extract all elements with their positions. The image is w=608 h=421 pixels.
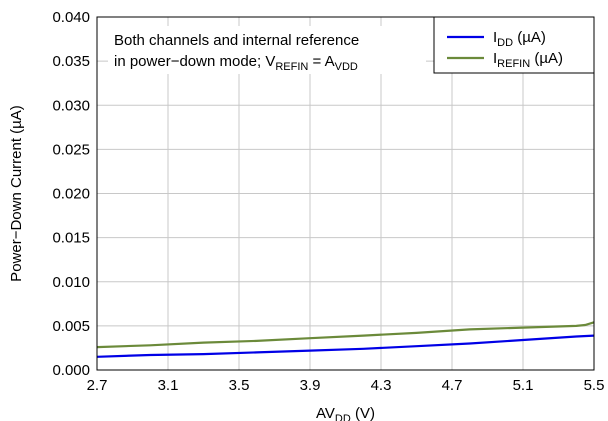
y-tick-label: 0.005 bbox=[52, 318, 90, 335]
y-tick-label: 0.030 bbox=[52, 97, 90, 114]
legend: IDD (µA)IREFIN (µA) bbox=[433, 16, 595, 74]
series-line-idd bbox=[96, 334, 595, 358]
x-tick-label: 3.1 bbox=[158, 377, 179, 394]
x-tick-label: 5.1 bbox=[513, 377, 534, 394]
series-layer bbox=[96, 321, 595, 358]
x-axis-title-sub: DD bbox=[335, 413, 351, 421]
x-axis-title-main: AV bbox=[316, 405, 335, 421]
series-line-irefin bbox=[96, 321, 595, 349]
y-tick-label: 0.000 bbox=[52, 362, 90, 379]
y-tick-label: 0.040 bbox=[52, 9, 90, 26]
y-axis-title: Power−Down Current (µA) bbox=[8, 105, 25, 282]
y-tick-label: 0.035 bbox=[52, 53, 90, 70]
y-tick-label: 0.025 bbox=[52, 141, 90, 158]
annotation-line-2-prefix: in power−down mode; V bbox=[114, 53, 275, 70]
x-axis-title-tail: (V) bbox=[351, 405, 375, 421]
annotation: Both channels and internal reference in … bbox=[108, 26, 426, 74]
annotation-line-2-sub-vdd: VDD bbox=[335, 61, 358, 73]
x-tick-label: 2.7 bbox=[87, 377, 108, 394]
x-tick-label: 4.7 bbox=[442, 377, 463, 394]
plot-area-frame bbox=[96, 16, 595, 371]
annotation-line-1: Both channels and internal reference bbox=[114, 32, 359, 49]
y-tick-label: 0.020 bbox=[52, 186, 90, 203]
annotation-line-2-mid: = A bbox=[308, 53, 334, 70]
x-tick-label: 5.5 bbox=[584, 377, 605, 394]
y-tick-label: 0.015 bbox=[52, 230, 90, 247]
annotation-line-2-sub-refin: REFIN bbox=[275, 61, 308, 73]
annotation-line-2: in power−down mode; VREFIN = AVDD bbox=[114, 53, 358, 73]
annotation-background bbox=[108, 26, 426, 74]
legend-box bbox=[433, 16, 595, 74]
legend-label-irefin: IREFIN (µA) bbox=[493, 50, 563, 70]
x-tick-label: 3.9 bbox=[300, 377, 321, 394]
x-axis-ticks: 2.7 3.1 3.5 3.9 4.3 4.7 5.1 5.5 bbox=[87, 377, 605, 394]
x-tick-label: 3.5 bbox=[229, 377, 250, 394]
x-axis-title: AVDD (V) bbox=[316, 405, 375, 421]
x-tick-label: 4.3 bbox=[371, 377, 392, 394]
y-axis-ticks: 0.000 0.005 0.010 0.015 0.020 0.025 0.030 0.035… bbox=[52, 9, 90, 379]
y-tick-label: 0.010 bbox=[52, 274, 90, 291]
legend-label-idd: IDD (µA) bbox=[493, 29, 546, 49]
